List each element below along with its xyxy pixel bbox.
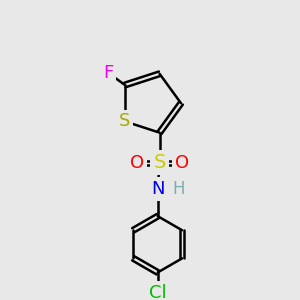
- Text: S: S: [153, 153, 166, 172]
- Text: O: O: [175, 154, 189, 172]
- Text: S: S: [119, 112, 130, 130]
- Text: H: H: [172, 180, 184, 198]
- Text: F: F: [103, 64, 113, 82]
- Text: Cl: Cl: [149, 284, 167, 300]
- Text: O: O: [130, 154, 144, 172]
- Text: N: N: [151, 180, 164, 198]
